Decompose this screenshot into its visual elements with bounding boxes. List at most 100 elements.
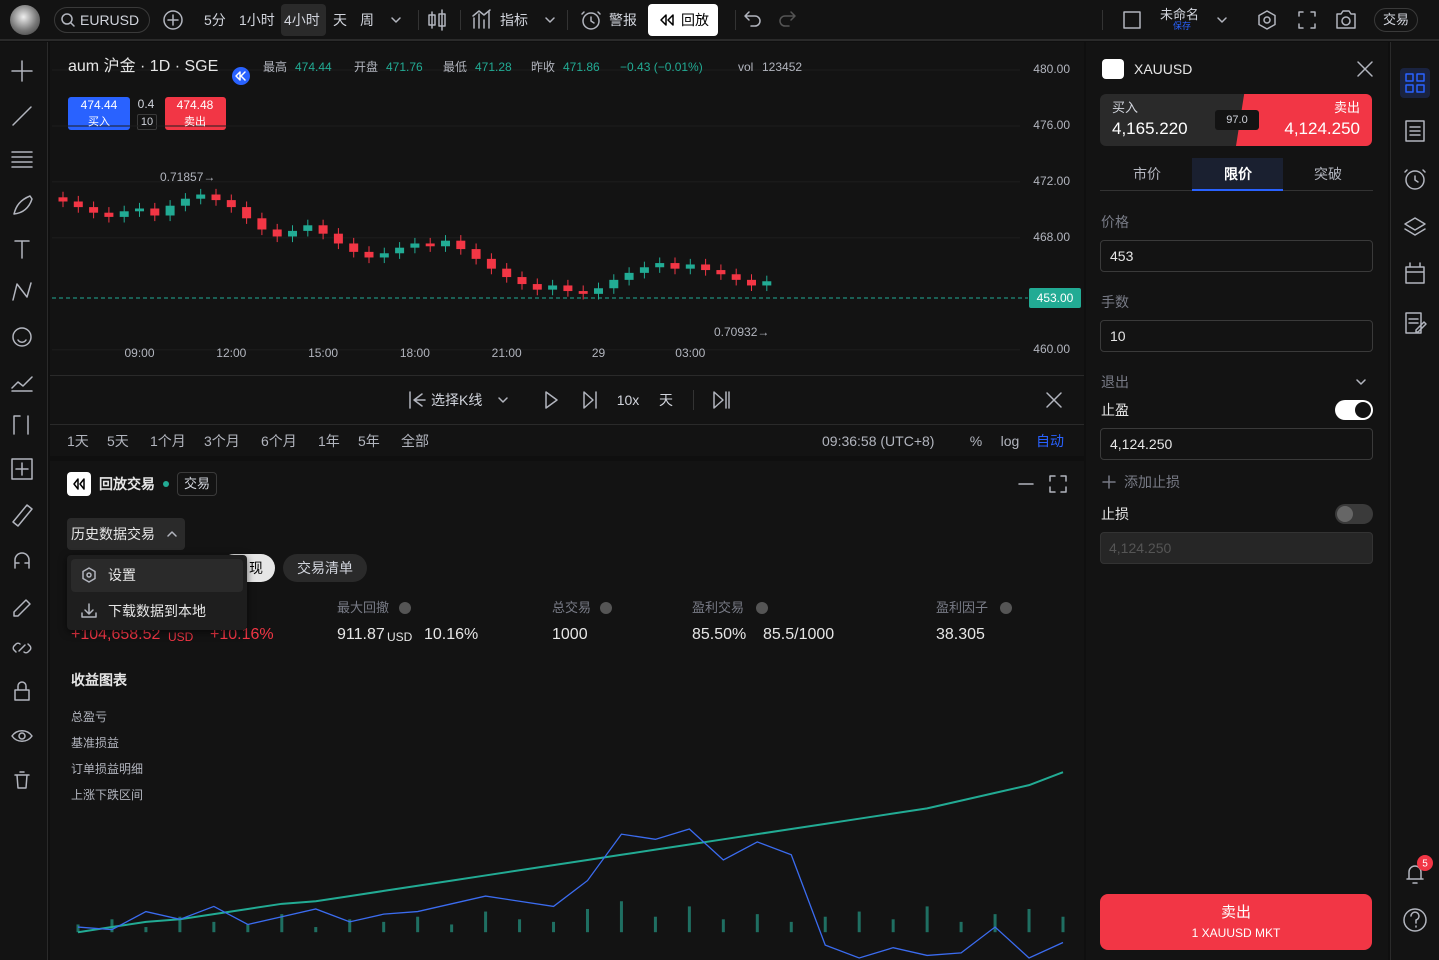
add-symbol[interactable] xyxy=(167,14,179,26)
buy-price[interactable]: 4,165.220 xyxy=(1112,119,1188,138)
layout-icon[interactable] xyxy=(1123,11,1141,29)
drawing-tool[interactable] xyxy=(13,195,33,215)
quantity-input-value[interactable]: 10 xyxy=(1110,328,1126,344)
drawing-tool[interactable] xyxy=(12,504,33,527)
speed-button[interactable]: 10x xyxy=(616,392,640,408)
sell-price[interactable]: 4,124.250 xyxy=(1284,119,1360,138)
submit-label[interactable]: 卖出 xyxy=(1220,904,1252,921)
submit-detail[interactable]: 1 XAUUSD MKT xyxy=(1191,926,1281,940)
interval-button[interactable]: 天 xyxy=(659,392,673,408)
add-stop-button[interactable]: 添加止损 xyxy=(1124,474,1180,490)
take-profit-input[interactable] xyxy=(1100,428,1373,460)
drawing-tool[interactable] xyxy=(12,282,32,301)
range-button[interactable]: 3个月 xyxy=(204,433,240,449)
search-icon[interactable] xyxy=(70,22,75,27)
jump-button[interactable] xyxy=(713,391,730,409)
dropdown-arrow[interactable] xyxy=(545,17,555,23)
mode-dropdown-label[interactable]: 历史数据交易 xyxy=(71,526,155,542)
drawing-tool[interactable] xyxy=(14,681,30,701)
mode-dropdown[interactable] xyxy=(67,518,185,550)
tab[interactable]: 现 xyxy=(249,560,263,576)
drawing-tool[interactable] xyxy=(14,771,30,789)
drawing-tool[interactable] xyxy=(11,376,33,392)
add-stop-icon[interactable] xyxy=(1102,475,1116,489)
replay-button-label[interactable]: 回放 xyxy=(681,12,709,28)
alert-icon[interactable] xyxy=(581,11,601,24)
interval-button[interactable]: 4小时 xyxy=(284,12,320,28)
screenshot-button[interactable] xyxy=(1336,10,1356,29)
alert-button[interactable]: 警报 xyxy=(609,12,637,28)
info-icon[interactable] xyxy=(399,602,411,614)
fullscreen-button[interactable] xyxy=(1298,11,1316,29)
layout-name[interactable]: 未命名 xyxy=(1160,7,1200,22)
alert-icon[interactable] xyxy=(582,12,600,30)
side-tool[interactable] xyxy=(1406,865,1424,884)
drawing-tool[interactable] xyxy=(11,60,33,82)
select-bar-button[interactable]: 选择K线 xyxy=(431,392,483,408)
step-button[interactable] xyxy=(583,391,597,409)
side-tool[interactable] xyxy=(1404,217,1426,236)
play-button[interactable] xyxy=(545,391,558,409)
settings-button[interactable] xyxy=(1258,10,1276,30)
take-profit-value[interactable]: 4,124.250 xyxy=(1110,436,1173,452)
buy-label[interactable]: 买入 xyxy=(88,116,110,128)
menu-item[interactable]: 设置 xyxy=(108,567,136,583)
submit-button[interactable] xyxy=(1100,894,1372,950)
order-panel-button[interactable] xyxy=(1405,73,1425,93)
symbol[interactable]: EURUSD xyxy=(80,12,140,28)
order-type-tab[interactable]: 突破 xyxy=(1314,166,1342,182)
interval-button[interactable]: 周 xyxy=(360,12,374,28)
select-bar-icon[interactable] xyxy=(409,391,426,409)
search-icon[interactable] xyxy=(61,13,73,25)
drawing-tool[interactable] xyxy=(11,151,33,168)
dropdown-arrow[interactable] xyxy=(391,17,401,23)
maximize-button[interactable] xyxy=(1049,475,1067,493)
replay-icon[interactable] xyxy=(660,14,674,26)
dropdown-arrow[interactable] xyxy=(1217,17,1227,23)
quantity[interactable]: 10 xyxy=(140,116,154,128)
scale-option[interactable]: % xyxy=(969,433,983,449)
chart-type-button[interactable] xyxy=(428,9,446,31)
side-tool[interactable] xyxy=(1403,908,1427,932)
drawing-tool[interactable] xyxy=(13,599,31,617)
menu-item[interactable]: 下载数据到本地 xyxy=(108,603,206,619)
drawing-tool[interactable] xyxy=(12,327,32,347)
trade-button[interactable] xyxy=(1374,8,1418,32)
scale-option[interactable]: log xyxy=(1000,433,1020,449)
trade-button-label[interactable]: 交易 xyxy=(1382,12,1410,27)
price-input[interactable] xyxy=(1100,240,1373,272)
info-icon[interactable] xyxy=(756,602,768,614)
range-button[interactable]: 5年 xyxy=(358,433,380,449)
avatar[interactable] xyxy=(10,5,40,35)
interval-button[interactable]: 1小时 xyxy=(239,12,275,28)
indicators-button[interactable]: 指标 xyxy=(500,12,528,28)
side-tool[interactable] xyxy=(1405,262,1425,284)
tab[interactable]: 交易清单 xyxy=(297,560,353,576)
redo-button[interactable] xyxy=(779,11,796,27)
quantity-box[interactable] xyxy=(137,114,157,130)
interval-button[interactable]: 天 xyxy=(333,12,347,28)
symbol-search[interactable] xyxy=(54,7,150,33)
drawing-tool[interactable] xyxy=(14,552,30,569)
trade-tag[interactable] xyxy=(177,472,217,496)
range-button[interactable]: 6个月 xyxy=(261,433,297,449)
info-icon[interactable] xyxy=(1000,602,1012,614)
drawing-tool[interactable] xyxy=(12,642,32,654)
sell-price[interactable]: 474.48 xyxy=(176,98,214,112)
drawing-tool[interactable] xyxy=(11,730,33,742)
sell-label[interactable]: 卖出 xyxy=(184,116,206,128)
range-button[interactable]: 5天 xyxy=(107,433,129,449)
scale-option[interactable]: 自动 xyxy=(1036,433,1064,449)
range-button[interactable]: 全部 xyxy=(401,433,429,449)
trade-tag-label[interactable]: 交易 xyxy=(183,476,211,491)
order-type-tab[interactable]: 限价 xyxy=(1224,166,1252,182)
collapse-arrow[interactable] xyxy=(1356,379,1366,385)
indicators-icon[interactable] xyxy=(472,9,491,29)
drawing-tool[interactable] xyxy=(13,415,29,435)
side-tool[interactable] xyxy=(1405,120,1425,142)
tab[interactable] xyxy=(283,554,367,582)
info-icon[interactable] xyxy=(600,602,612,614)
menu-item-hover[interactable] xyxy=(71,559,243,592)
quantity-input[interactable] xyxy=(1100,320,1373,352)
range-button[interactable]: 1年 xyxy=(318,433,340,449)
